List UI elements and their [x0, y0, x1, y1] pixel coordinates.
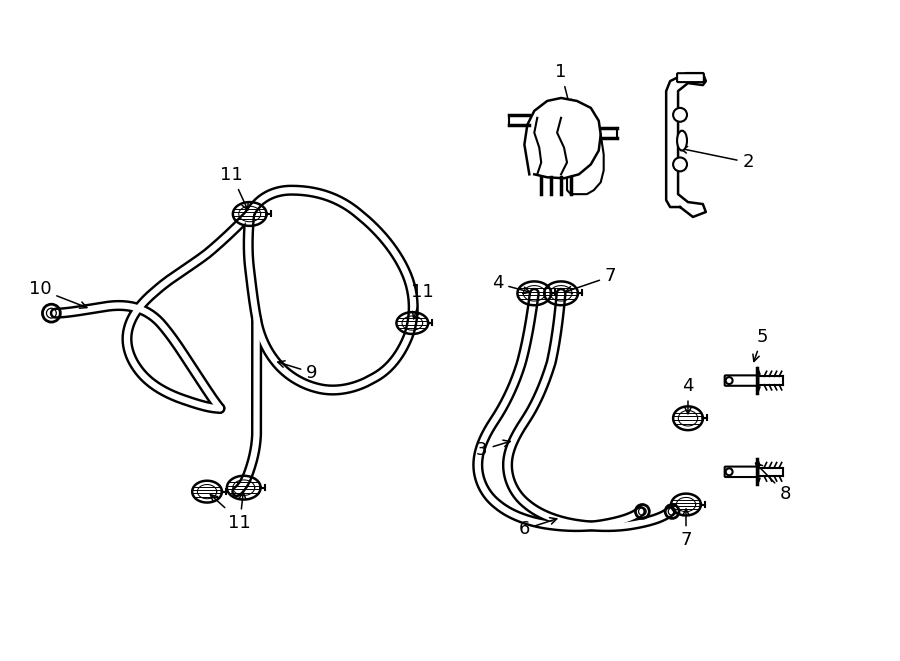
- Text: 11: 11: [229, 492, 251, 533]
- Text: 5: 5: [753, 328, 768, 362]
- Text: 11: 11: [411, 284, 434, 319]
- FancyBboxPatch shape: [724, 467, 759, 477]
- Text: 3: 3: [476, 440, 510, 459]
- Text: 6: 6: [518, 518, 557, 538]
- Circle shape: [673, 157, 687, 171]
- Text: 10: 10: [29, 280, 87, 308]
- Circle shape: [673, 108, 687, 122]
- Ellipse shape: [677, 131, 687, 151]
- Text: 11: 11: [220, 166, 248, 210]
- Polygon shape: [666, 73, 706, 217]
- Text: 8: 8: [756, 463, 791, 503]
- Polygon shape: [525, 98, 600, 178]
- Text: 7: 7: [565, 268, 617, 293]
- Text: 1: 1: [555, 63, 572, 106]
- Text: 4: 4: [491, 274, 530, 293]
- FancyBboxPatch shape: [724, 375, 759, 386]
- Circle shape: [725, 469, 733, 475]
- Text: 7: 7: [680, 509, 692, 549]
- Text: 4: 4: [682, 377, 694, 414]
- Text: 2: 2: [680, 147, 754, 171]
- FancyBboxPatch shape: [677, 73, 704, 82]
- Circle shape: [725, 377, 733, 384]
- Text: 9: 9: [278, 361, 318, 381]
